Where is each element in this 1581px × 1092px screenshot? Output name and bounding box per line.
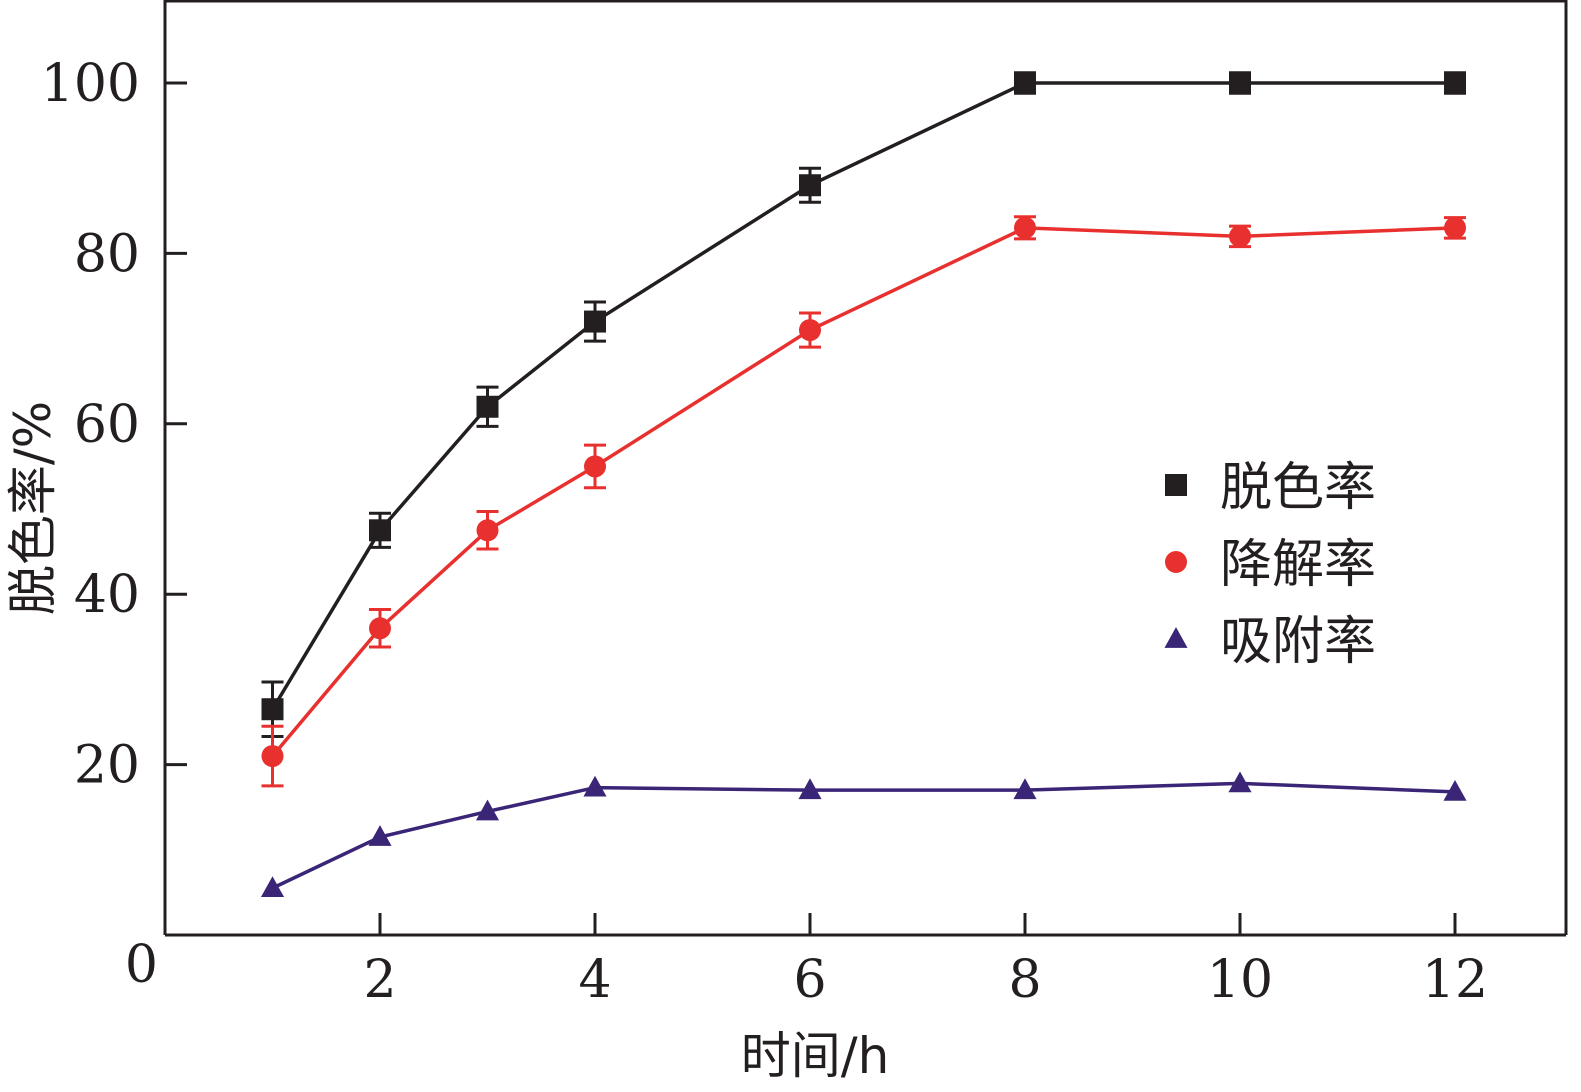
y-tick-label: 40 — [74, 565, 140, 625]
y-tick-label: 80 — [74, 224, 140, 284]
axes: 0 20 40 60 80 100 2 4 6 8 10 12 — [41, 0, 1568, 1010]
series-line — [271, 226, 1456, 758]
legend-marker — [1165, 474, 1187, 496]
data-point — [475, 799, 500, 821]
legend-label: 脱色率 — [1220, 458, 1376, 518]
x-tick-label: 6 — [793, 950, 826, 1010]
data-point — [1229, 72, 1251, 94]
series-2 — [260, 771, 1467, 898]
data-point — [799, 174, 821, 197]
data-point — [799, 319, 821, 342]
data-point — [261, 698, 284, 721]
y-tick-label: 20 — [74, 736, 140, 796]
x-tick-label: 8 — [1008, 950, 1041, 1010]
data-point — [1443, 779, 1467, 801]
data-point — [476, 395, 499, 418]
data-point — [368, 825, 392, 846]
y-tick-label: 60 — [74, 395, 140, 455]
data-point — [1444, 216, 1466, 239]
data-point — [798, 778, 822, 800]
series-1 — [261, 215, 1466, 788]
legend-label: 吸附率 — [1220, 612, 1376, 672]
data-point — [369, 617, 391, 640]
legend-label: 降解率 — [1220, 535, 1376, 595]
x-tick-label: 12 — [1422, 950, 1488, 1010]
data-point — [260, 876, 285, 898]
legend-marker — [1164, 627, 1188, 648]
x-tick-label: 4 — [578, 950, 611, 1010]
x-tick-label: 2 — [363, 950, 396, 1010]
data-point — [584, 310, 606, 333]
y-tick-label: 100 — [41, 54, 140, 114]
legend-marker — [1165, 551, 1187, 573]
data-point — [261, 745, 284, 768]
plot-area — [260, 71, 1467, 898]
data-point — [1229, 225, 1251, 248]
y-tick-label: 0 — [125, 935, 158, 995]
y-axis-title: 脱色率/% — [4, 401, 62, 615]
data-point — [584, 455, 606, 478]
data-point — [1014, 72, 1036, 94]
series-line — [270, 81, 1455, 711]
data-point — [1013, 778, 1037, 800]
data-point — [1014, 216, 1036, 239]
x-tick-label: 10 — [1207, 950, 1273, 1010]
data-point — [1228, 771, 1252, 793]
data-point — [476, 519, 499, 542]
data-point — [369, 519, 391, 542]
x-axis-title: 时间/h — [741, 1027, 890, 1085]
data-point — [583, 775, 607, 797]
series-line — [271, 781, 1456, 890]
series-0 — [261, 71, 1466, 738]
data-point — [1444, 72, 1466, 94]
